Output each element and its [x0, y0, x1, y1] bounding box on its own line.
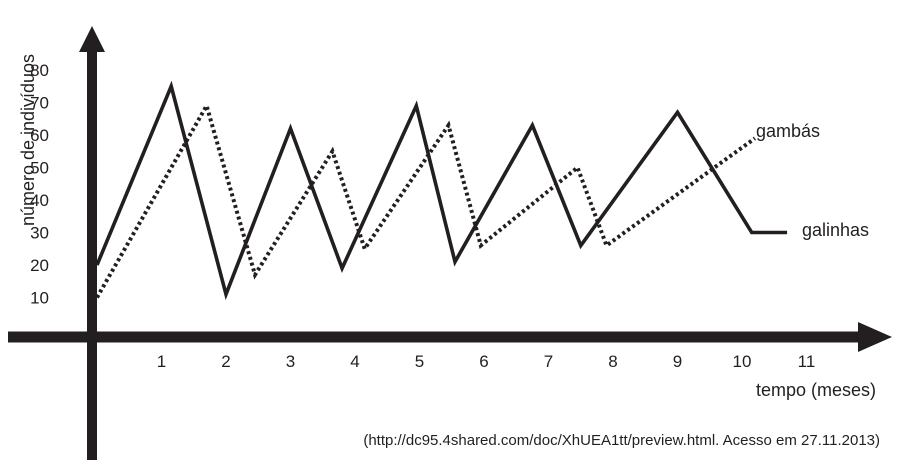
y-axis-arrowhead	[79, 26, 105, 52]
x-tick-label: 10	[733, 352, 752, 371]
source-note: (http://dc95.4shared.com/doc/XhUEA1tt/pr…	[363, 432, 880, 449]
y-tick-label: 60	[30, 126, 49, 145]
x-tick-label: 8	[608, 352, 617, 371]
x-axis-label: tempo (meses)	[756, 380, 876, 400]
y-tick-label: 20	[30, 256, 49, 275]
y-tick-label: 70	[30, 94, 49, 113]
series-line-dotted	[95, 100, 757, 299]
series-label-galinhas: galinhas	[802, 220, 869, 240]
x-tick-label: 9	[673, 352, 682, 371]
y-tick-label: 30	[30, 224, 49, 243]
y-tick-label: 50	[30, 159, 49, 178]
x-tick-label: 2	[221, 352, 230, 371]
x-tick-label: 3	[286, 352, 295, 371]
y-tick-label: 40	[30, 191, 49, 210]
x-axis-arrowhead	[858, 322, 892, 352]
x-tick-label: 1	[157, 352, 166, 371]
series-line-solid	[95, 80, 788, 301]
series-label-gambas: gambás	[756, 121, 820, 141]
x-tick-label: 11	[798, 352, 816, 371]
y-tick-label: 80	[30, 61, 49, 80]
x-tick-label: 6	[479, 352, 488, 371]
x-tick-label: 7	[544, 352, 553, 371]
x-tick-label: 5	[415, 352, 424, 371]
y-tick-label: 10	[30, 289, 49, 308]
y-axis-label: número de indivíduos	[18, 54, 38, 226]
x-tick-label: 4	[350, 352, 359, 371]
